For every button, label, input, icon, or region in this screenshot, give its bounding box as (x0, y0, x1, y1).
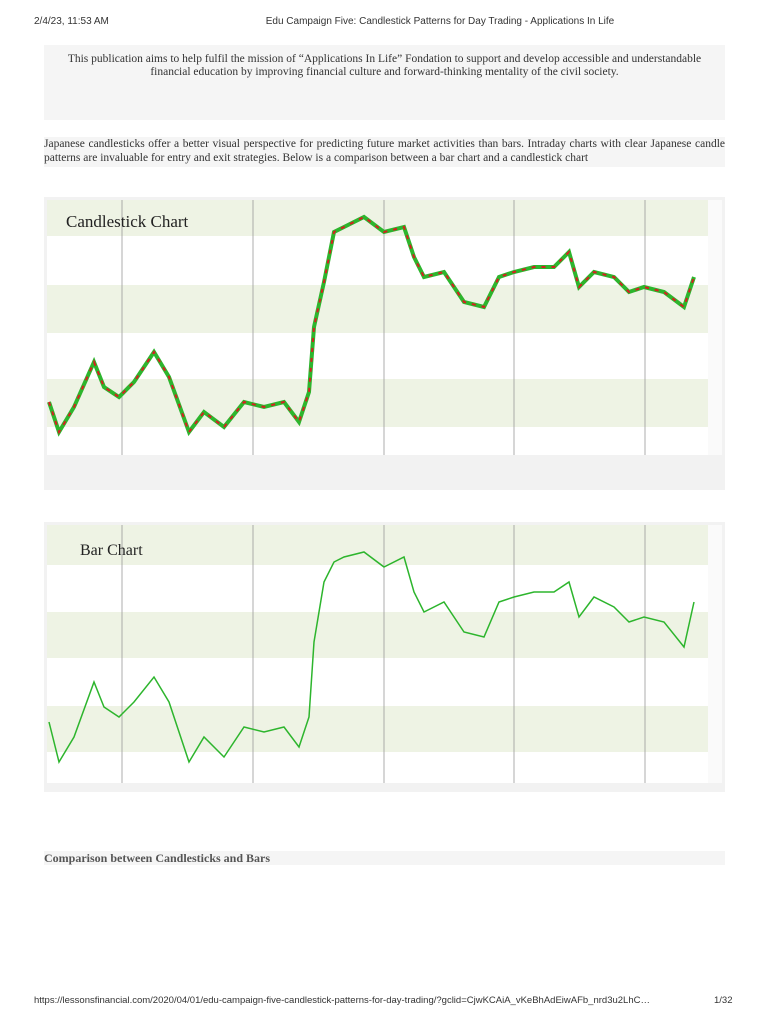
price-trace-down (48, 215, 695, 435)
print-date: 2/4/23, 11:53 AM (34, 16, 109, 27)
notice-box: This publication aims to help fulfil the… (44, 45, 725, 120)
candlestick-chart-image: Candlestick Chart (47, 200, 722, 455)
bar-chart-image: Bar Chart (47, 525, 722, 783)
figure-title: Bar Chart (80, 542, 143, 559)
figure: Candlestick Chart (44, 197, 725, 490)
bands (47, 525, 708, 752)
section-heading: Comparison between Candlesticks and Bars (44, 851, 725, 865)
bands (47, 200, 708, 427)
notice-text: This publication aims to help fulfil the… (67, 53, 702, 78)
figure: Bar Chart (44, 522, 725, 792)
print-title: Edu Campaign Five: Candlestick Patterns … (265, 16, 615, 27)
page-number: 1/32 (714, 995, 733, 1006)
price-trace (48, 551, 695, 764)
session-lines (121, 525, 646, 783)
intro-text: Japanese candlesticks offer a better vis… (44, 137, 725, 167)
price-axis (708, 200, 722, 455)
figure-title: Candlestick Chart (66, 212, 189, 231)
print-url: https://lessonsfinancial.com/2020/04/01/… (34, 995, 650, 1006)
session-lines (121, 200, 646, 455)
price-axis (708, 525, 722, 783)
